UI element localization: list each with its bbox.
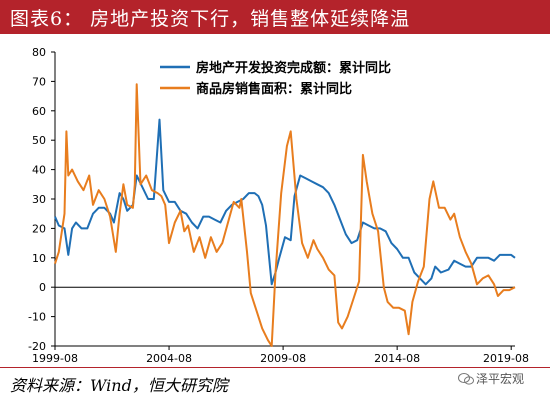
title-bar: 图表6： 房地产投资下行，销售整体延续降温: [0, 0, 550, 34]
y-tick-label: 60: [32, 105, 46, 118]
x-tick-label: 2019-08: [483, 352, 529, 365]
chart-area: -20 -10 0 10 20 30 40 50 60 70 80 1999-08 2004-08 200…: [0, 34, 550, 368]
wechat-icon: [458, 373, 474, 385]
x-tick-label: 1999-08: [32, 352, 78, 365]
watermark: 泽平宏观: [458, 370, 524, 387]
figure-title: 图表6： 房地产投资下行，销售整体延续降温: [10, 8, 411, 30]
series-lines: [54, 83, 516, 347]
legend-label-2: 商品房销售面积：累计同比: [196, 81, 352, 97]
watermark-text: 泽平宏观: [476, 372, 525, 386]
y-tick-label: -10: [28, 311, 46, 324]
series-line-1: [54, 118, 516, 286]
x-tick-label: 2014-08: [374, 352, 420, 365]
series-line-2: [54, 83, 516, 347]
line-chart: -20 -10 0 10 20 30 40 50 60 70 80 1999-08 2004-08 200…: [28, 46, 529, 365]
y-tick-label: 40: [32, 164, 46, 177]
x-tick-label: 2009-08: [260, 352, 306, 365]
legend-label-1: 房地产开发投资完成额：累计同比: [196, 60, 391, 76]
source-note: 资料来源：Wind，恒大研究院: [10, 376, 228, 395]
y-tick-label: 20: [32, 222, 46, 235]
y-tick-label: -20: [28, 340, 46, 353]
source-divider: [0, 367, 550, 368]
y-tick-label: 80: [32, 46, 46, 59]
axes: -20 -10 0 10 20 30 40 50 60 70 80 1999-08 2004-08 200…: [28, 46, 529, 365]
y-tick-label: 70: [32, 75, 46, 88]
y-tick-label: 10: [32, 252, 46, 265]
x-tick-label: 2004-08: [146, 352, 192, 365]
y-tick-label: 50: [32, 134, 46, 147]
y-tick-label: 30: [32, 193, 46, 206]
y-tick-label: 0: [39, 281, 46, 294]
